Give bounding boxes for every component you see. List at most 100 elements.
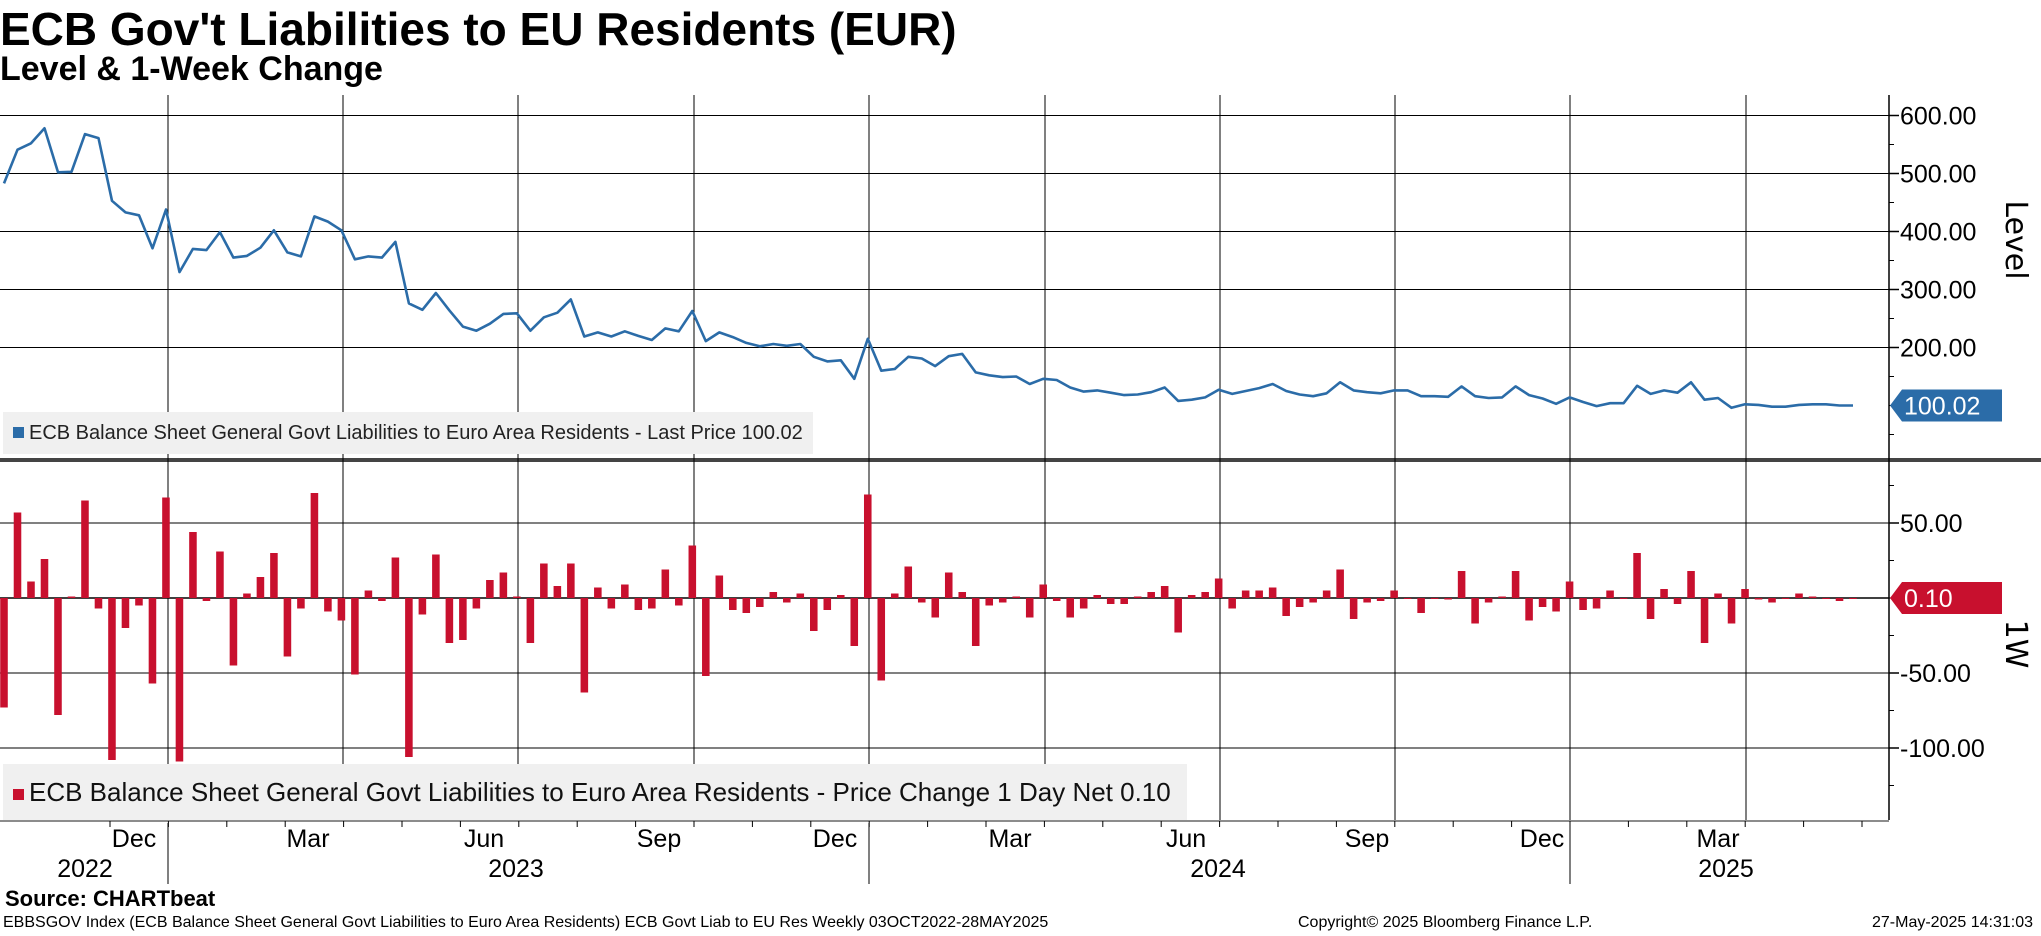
change-bar [1282, 598, 1290, 616]
change-bar [459, 598, 467, 640]
change-bar [364, 590, 373, 598]
timestamp: 27-May-2025 14:31:03 [1872, 914, 2033, 931]
change-bar [756, 598, 764, 607]
level-tick-label: 200.00 [1900, 335, 1976, 363]
change-bar [1457, 571, 1466, 598]
change-bar [1160, 586, 1169, 598]
change-bar [567, 563, 575, 598]
level-last-value-flag: 100.02 [1890, 389, 2002, 422]
change-bar [351, 598, 359, 675]
change-bar [1322, 590, 1331, 598]
change-bar [13, 512, 22, 598]
change-bar [1133, 596, 1142, 598]
change-bar [621, 584, 629, 598]
change-bar [958, 592, 967, 598]
change-bar [499, 572, 508, 598]
level-legend-label: ECB Balance Sheet General Govt Liabiliti… [29, 422, 803, 444]
change-bar [944, 572, 953, 598]
change-bar [1093, 595, 1101, 598]
change-bar [1349, 598, 1358, 619]
change-legend: ECB Balance Sheet General Govt Liabiliti… [3, 764, 1187, 820]
change-bar [243, 593, 251, 598]
copyright-note: Copyright© 2025 Bloomberg Finance L.P. [1298, 914, 1593, 931]
change-bar [1714, 593, 1722, 598]
change-bar [378, 598, 386, 601]
level-legend-swatch [13, 427, 24, 438]
change-bar [1376, 598, 1385, 601]
x-year-label: 2024 [1190, 855, 1246, 883]
change-bar [108, 598, 116, 760]
change-bar [1214, 578, 1223, 598]
change-bar [823, 598, 832, 610]
chart-title: ECB Gov't Liabilities to EU Residents (E… [0, 3, 957, 55]
change-bar [1606, 590, 1614, 598]
change-bar [310, 493, 319, 598]
change-bar [121, 598, 130, 628]
change-bar [1403, 598, 1412, 599]
change-bar [1660, 589, 1668, 598]
change-bar [202, 598, 211, 601]
change-bar [594, 587, 602, 598]
change-bar [1268, 587, 1277, 598]
change-bar [1120, 598, 1128, 604]
change-bar [1754, 598, 1763, 600]
x-year-label: 2025 [1698, 855, 1754, 883]
change-bar [1228, 598, 1236, 609]
change-bar [1552, 598, 1560, 612]
change-bar [1511, 571, 1520, 598]
change-bar [405, 598, 413, 757]
change-bar [998, 598, 1007, 603]
change-bar [1430, 598, 1439, 599]
change-bar [1066, 598, 1074, 618]
change-legend-swatch [13, 789, 24, 800]
x-month-label: Mar [1696, 825, 1739, 853]
change-tick-label: -50.00 [1900, 660, 1971, 688]
change-bar [1336, 569, 1344, 598]
change-bar [661, 569, 670, 598]
change-bar [1565, 581, 1574, 598]
change-bar [607, 598, 616, 609]
change-bar [1241, 590, 1250, 598]
change-bar [1106, 598, 1115, 604]
change-bar [1633, 553, 1641, 598]
change-bar [715, 575, 724, 598]
change-bar [1187, 595, 1196, 598]
change-bar [890, 593, 899, 598]
change-bar [796, 593, 805, 598]
change-bar [1052, 598, 1061, 601]
change-bar [1484, 598, 1493, 603]
change-bar [1592, 598, 1601, 609]
change-bar [1579, 598, 1587, 610]
x-month-label: Dec [1520, 825, 1564, 853]
change-bar [391, 557, 400, 598]
change-bar [189, 532, 197, 598]
change-bar [863, 494, 872, 598]
change-bar [0, 598, 8, 708]
change-bar [486, 580, 494, 598]
change-bar [1687, 571, 1695, 598]
change-tick-label: 50.00 [1900, 510, 1963, 538]
change-bar [1525, 598, 1533, 621]
change-bar [675, 598, 683, 606]
change-bar [526, 598, 535, 643]
level-tick-label: 500.00 [1900, 161, 1976, 189]
change-bar [1822, 598, 1830, 599]
x-month-label: Dec [813, 825, 857, 853]
change-bar [67, 596, 76, 598]
change-bar [1444, 598, 1452, 600]
change-bar [1781, 598, 1790, 599]
change-bar [810, 598, 818, 631]
change-bar [162, 497, 170, 598]
change-bar [1390, 590, 1398, 598]
change-bar [1417, 598, 1425, 613]
index-description: EBBSGOV Index (ECB Balance Sheet General… [3, 914, 1049, 931]
level-last-value-flag-shape [1890, 389, 2002, 422]
change-axis-title: 1W [1998, 620, 2033, 669]
change-bar [1255, 590, 1263, 598]
change-bar [742, 598, 751, 613]
x-month-label: Sep [637, 825, 681, 853]
change-bar [836, 595, 845, 598]
change-bar [1768, 598, 1776, 603]
x-month-label: Sep [1345, 825, 1389, 853]
